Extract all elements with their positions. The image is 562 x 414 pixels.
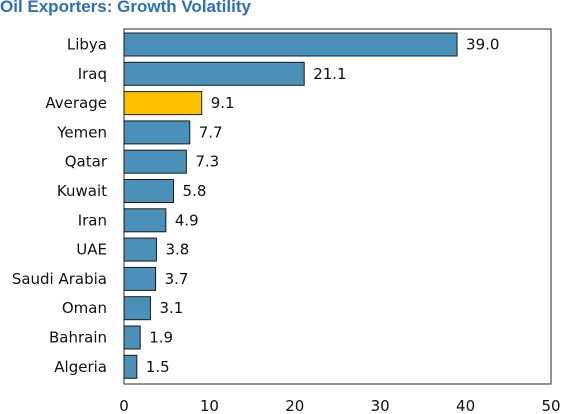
category-label-uae: UAE xyxy=(76,241,107,259)
plot-frame xyxy=(123,28,552,385)
x-tick-label-20: 20 xyxy=(285,397,304,414)
category-label-algeria: Algeria xyxy=(54,358,107,376)
value-label-kuwait: 5.8 xyxy=(183,182,207,200)
value-label-bahrain: 1.9 xyxy=(149,329,173,347)
value-label-algeria: 1.5 xyxy=(146,358,170,376)
category-label-saudi-arabia: Saudi Arabia xyxy=(12,270,107,288)
x-tick-label-30: 30 xyxy=(371,397,390,414)
bar-qatar xyxy=(123,149,187,174)
bar-iran xyxy=(123,208,167,233)
value-label-saudi-arabia: 3.7 xyxy=(165,270,189,288)
chart-title: Oil Exporters: Growth Volatility xyxy=(0,0,251,16)
bar-uae xyxy=(123,237,157,262)
bar-libya xyxy=(123,32,458,57)
category-label-oman: Oman xyxy=(62,299,107,317)
value-label-iran: 4.9 xyxy=(175,211,199,229)
x-tick-label-40: 40 xyxy=(456,397,475,414)
category-label-kuwait: Kuwait xyxy=(57,182,107,200)
category-label-iran: Iran xyxy=(78,211,107,229)
category-label-yemen: Yemen xyxy=(56,123,107,141)
category-label-iraq: Iraq xyxy=(78,65,107,83)
bar-bahrain xyxy=(123,325,141,350)
value-label-libya: 39.0 xyxy=(466,36,499,54)
bar-yemen xyxy=(123,120,191,145)
value-label-yemen: 7.7 xyxy=(199,123,223,141)
value-label-uae: 3.8 xyxy=(165,241,189,259)
bar-oman xyxy=(123,296,151,321)
x-tick-label-50: 50 xyxy=(541,397,560,414)
category-label-libya: Libya xyxy=(67,36,107,54)
bar-algeria xyxy=(123,354,138,379)
bar-kuwait xyxy=(123,179,175,203)
value-label-oman: 3.1 xyxy=(159,299,183,317)
bar-iraq xyxy=(123,61,305,86)
bar-saudi-arabia xyxy=(123,266,157,291)
category-label-bahrain: Bahrain xyxy=(49,329,107,347)
x-tick-label-0: 0 xyxy=(119,397,129,414)
category-label-average: Average xyxy=(45,94,107,112)
category-label-qatar: Qatar xyxy=(65,153,108,171)
bar-average xyxy=(123,91,203,116)
value-label-qatar: 7.3 xyxy=(195,153,219,171)
x-tick-label-10: 10 xyxy=(200,397,219,414)
value-label-average: 9.1 xyxy=(211,94,235,112)
value-label-iraq: 21.1 xyxy=(313,65,346,83)
